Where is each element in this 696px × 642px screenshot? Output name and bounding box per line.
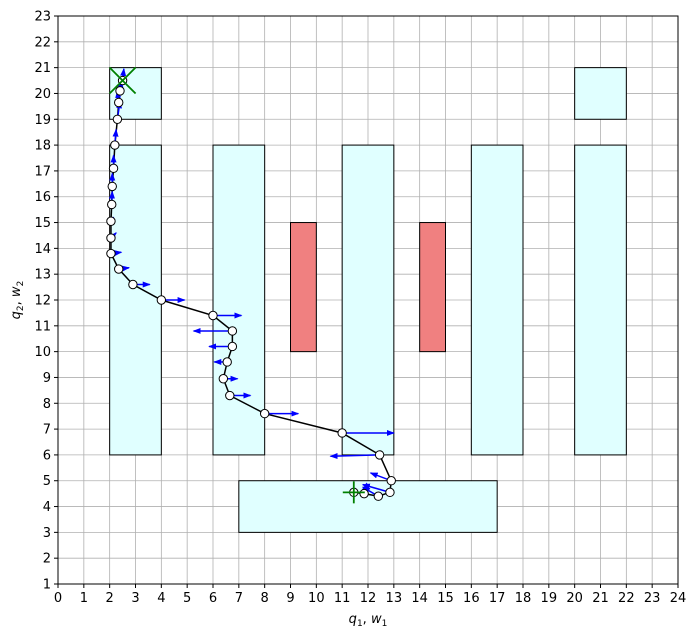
waypoint [107,181,117,192]
y-tick-label: 5 [43,474,51,489]
waypoint [337,428,347,438]
waypoint [114,97,124,108]
x-tick-label: 12 [360,591,377,606]
start-marker-stroke [108,66,137,95]
x-tick-label: 9 [286,591,294,606]
waypoint [106,233,116,243]
waypoint [225,390,235,401]
waypoint [106,216,116,226]
axis-layer: 0 1 2 3 4 5 6 7 8 9 10 11 12 13 14 15 16 17 18 19 20 21 22 23 24… [34,10,686,607]
y-tick-label: 14 [34,242,51,257]
hazard-layer [290,222,446,353]
waypoint [108,163,119,174]
x-tick-label: 13 [386,591,403,606]
hazard-rect [419,222,446,353]
waypoint [208,310,218,321]
waypoint [106,248,116,259]
x-tick-label: 10 [308,591,325,606]
y-tick-label: 6 [43,448,51,463]
y-tick-label: 17 [34,164,51,179]
y-tick-label: 10 [34,345,51,360]
y-tick-label: 2 [43,552,51,567]
x-tick-label: 5 [183,591,191,606]
y-tick-label: 11 [34,319,51,334]
x-axis-label: q1, w1 [349,612,388,629]
y-tick-label: 9 [43,371,51,386]
waypoint [374,450,385,460]
waypoint [227,326,238,336]
waypoint [114,264,124,274]
x-tick-label: 2 [106,591,114,606]
obstacle-layer [109,67,627,533]
waypoint [156,295,167,305]
x-tick-label: 7 [235,591,243,606]
x-tick-label: 24 [670,591,687,606]
y-tick-label: 15 [34,216,51,231]
obstacle-rect [212,144,266,456]
x-tick-label: 8 [261,591,269,606]
y-tick-label: 18 [34,139,51,154]
x-tick-label: 19 [541,591,558,606]
x-tick-label: 0 [54,591,62,606]
waypoint-layer [106,75,396,501]
obstacle-rect [109,144,162,456]
obstacle-rect [470,144,524,456]
obstacle-rect [238,480,498,533]
obstacle-rect [341,144,395,456]
obstacle-rect [574,144,627,456]
y-tick-label: 23 [34,10,51,25]
y-tick-label: 21 [34,61,51,76]
x-tick-label: 23 [644,591,661,606]
y-tick-label: 7 [43,423,51,438]
waypoint [110,140,120,150]
x-tick-label: 15 [437,591,454,606]
y-tick-label: 22 [34,35,51,50]
y-tick-label: 3 [43,526,51,541]
y-tick-label: 12 [34,294,51,309]
waypoint [227,341,238,352]
y-tick-label: 13 [34,268,51,283]
x-tick-label: 3 [131,591,139,606]
velocity-arrow [329,453,380,460]
x-tick-label: 1 [80,591,88,606]
x-tick-label: 16 [463,591,480,606]
x-tick-label: 21 [592,591,609,606]
x-tick-label: 18 [515,591,532,606]
y-tick-label: 8 [43,397,51,412]
waypoint [359,488,369,499]
waypoint [259,408,270,419]
y-tick-label: 19 [34,113,51,128]
y-tick-label: 20 [34,87,51,102]
x-tick-label: 6 [209,591,217,606]
waypoint [107,199,117,210]
obstacle-rect [574,67,627,120]
waypoint [385,487,395,498]
x-tick-label: 22 [618,591,635,606]
x-tick-label: 20 [566,591,583,606]
hazard-rect [290,222,317,353]
x-tick-label: 17 [489,591,506,606]
waypoint [218,374,229,384]
x-tick-label: 11 [334,591,351,606]
x-tick-label: 14 [411,591,428,606]
x-tick-label: 4 [157,591,165,606]
waypoint [115,86,125,96]
waypoint [112,114,123,124]
y-tick-label: 4 [43,500,51,515]
waypoint [222,357,232,367]
y-tick-label: 16 [34,190,51,205]
y-axis-label: q2, w2 [9,281,26,320]
waypoint [128,279,138,290]
waypoint [386,476,396,486]
marker-layer [108,66,365,504]
y-tick-label: 1 [43,578,51,593]
waypoint [373,491,384,501]
